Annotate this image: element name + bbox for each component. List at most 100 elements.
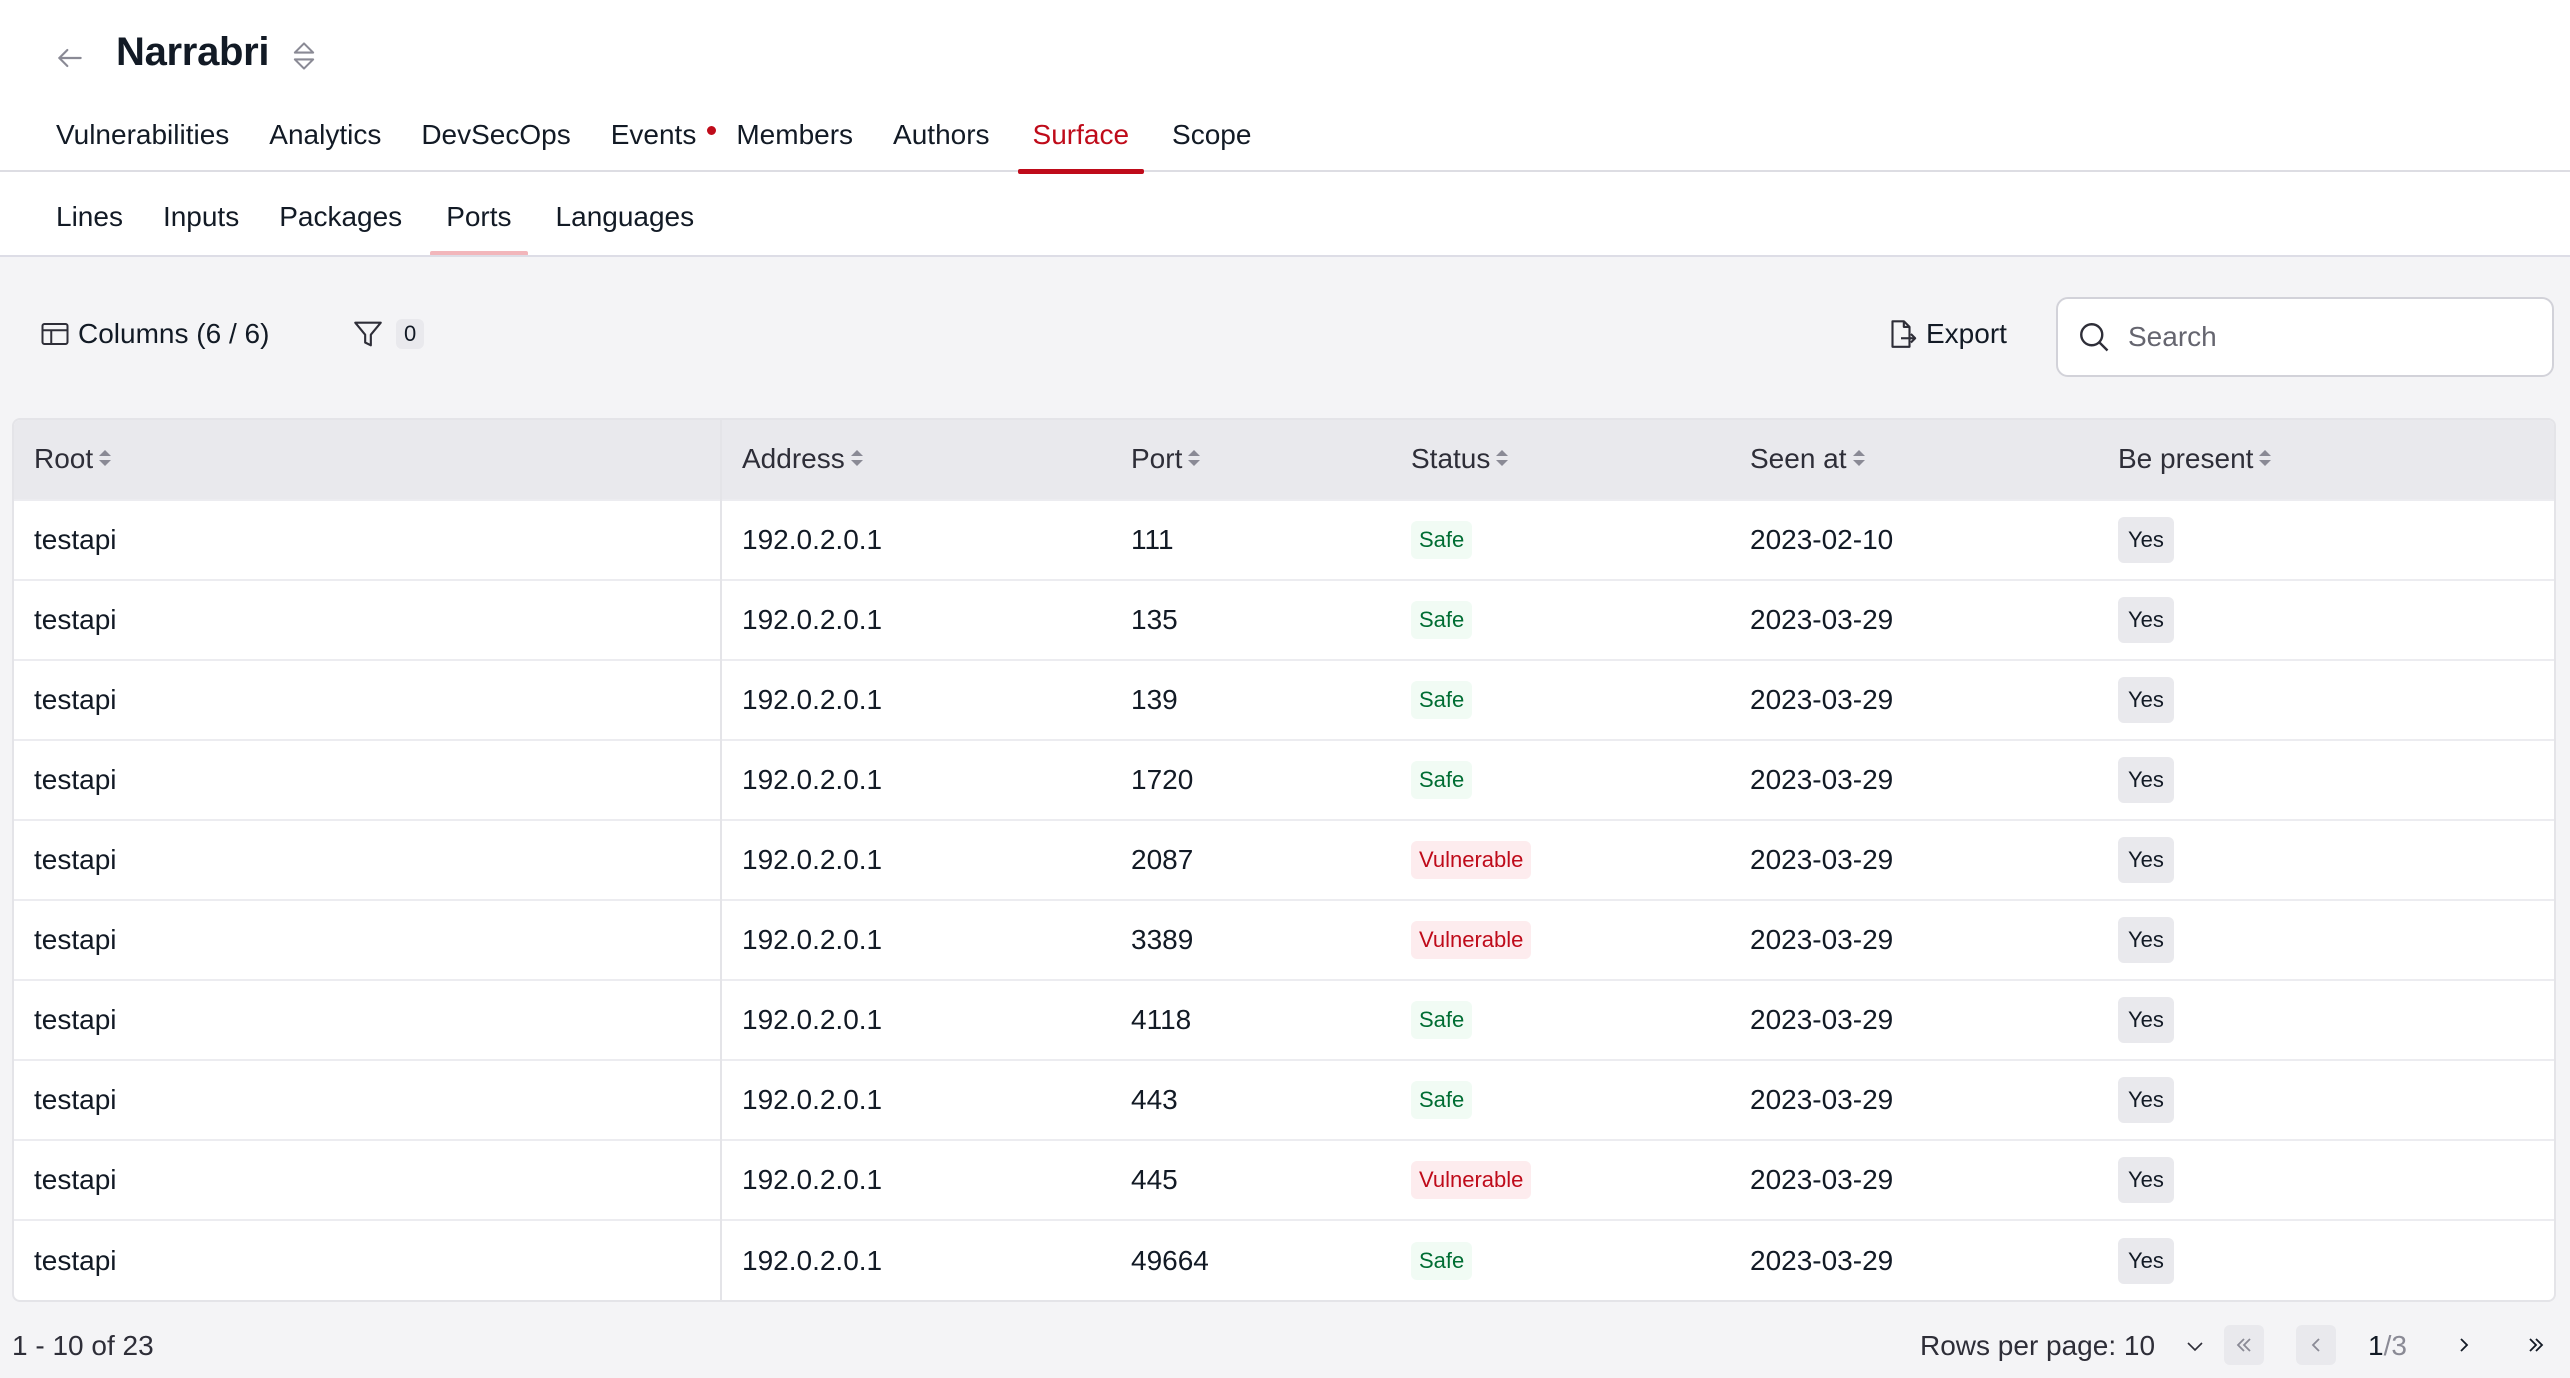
- table-row[interactable]: testapi 192.0.2.0.1 111 Safe 2023-02-10 Yes: [14, 500, 2556, 580]
- table-row[interactable]: testapi 192.0.2.0.1 1720 Safe 2023-03-29 Yes: [14, 740, 2556, 820]
- export-button[interactable]: Export: [1884, 309, 2007, 359]
- rows-per-page-select[interactable]: Rows per page: 10: [1920, 1330, 2207, 1362]
- last-page-button[interactable]: [2516, 1325, 2556, 1365]
- columns-button[interactable]: Columns (6 / 6): [40, 309, 269, 359]
- cell-root: testapi: [14, 980, 721, 1060]
- cell-status: Safe: [1391, 1060, 1730, 1140]
- col-header-port[interactable]: Port: [1111, 420, 1391, 500]
- cell-status: Safe: [1391, 500, 1730, 580]
- current-page: 1: [2368, 1330, 2384, 1361]
- status-badge: Safe: [1411, 521, 1472, 559]
- cell-seen-at: 2023-03-29: [1730, 1140, 2098, 1220]
- back-button[interactable]: [50, 38, 90, 78]
- subtab-lines[interactable]: Lines: [44, 174, 135, 256]
- tab-events[interactable]: Events: [599, 112, 719, 172]
- be-present-badge: Yes: [2118, 837, 2174, 883]
- col-header-seen-at[interactable]: Seen at: [1730, 420, 2098, 500]
- sub-tabs: Lines Inputs Packages Ports Languages: [44, 174, 722, 256]
- tab-members[interactable]: Members: [724, 112, 865, 172]
- filter-button[interactable]: 0: [350, 309, 424, 359]
- file-export-icon: [1884, 317, 1918, 351]
- tab-surface[interactable]: Surface: [1018, 112, 1145, 172]
- col-header-status[interactable]: Status: [1391, 420, 1730, 500]
- cell-status: Vulnerable: [1391, 900, 1730, 980]
- rows-per-page-label: Rows per page: 10: [1920, 1330, 2155, 1362]
- cell-status: Safe: [1391, 980, 1730, 1060]
- cell-port: 443: [1111, 1060, 1391, 1140]
- sort-icon: [849, 444, 865, 476]
- page-title: Narrabri: [116, 30, 269, 75]
- search-box[interactable]: [2056, 297, 2554, 377]
- cell-be-present: Yes: [2098, 980, 2556, 1060]
- cell-address: 192.0.2.0.1: [721, 740, 1111, 820]
- status-badge: Safe: [1411, 761, 1472, 799]
- chevron-left-icon: [2304, 1333, 2328, 1357]
- cell-root: testapi: [14, 740, 721, 820]
- cell-root: testapi: [14, 660, 721, 740]
- cell-address: 192.0.2.0.1: [721, 980, 1111, 1060]
- cell-root: testapi: [14, 580, 721, 660]
- previous-page-button[interactable]: [2296, 1325, 2336, 1365]
- tab-authors[interactable]: Authors: [881, 112, 1002, 172]
- first-page-button[interactable]: [2224, 1325, 2264, 1365]
- sort-icon: [97, 444, 113, 476]
- cell-be-present: Yes: [2098, 820, 2556, 900]
- col-header-be-present[interactable]: Be present: [2098, 420, 2556, 500]
- cell-status: Vulnerable: [1391, 1140, 1730, 1220]
- sort-icon: [2257, 444, 2273, 476]
- table-row[interactable]: testapi 192.0.2.0.1 135 Safe 2023-03-29 Yes: [14, 580, 2556, 660]
- ports-table: Root Address Port Status Seen at Be pres…: [12, 418, 2556, 1302]
- chevrons-left-icon: [2232, 1333, 2256, 1357]
- tab-devsecops[interactable]: DevSecOps: [409, 112, 582, 172]
- ports-content: Columns (6 / 6) 0 Export Root Address Po…: [0, 257, 2570, 1378]
- columns-label: Columns (6 / 6): [78, 318, 269, 350]
- status-badge: Safe: [1411, 1001, 1472, 1039]
- col-header-address[interactable]: Address: [721, 420, 1111, 500]
- be-present-badge: Yes: [2118, 1238, 2174, 1284]
- status-badge: Safe: [1411, 681, 1472, 719]
- cell-be-present: Yes: [2098, 580, 2556, 660]
- group-switch-button[interactable]: [290, 40, 322, 74]
- search-input[interactable]: [2128, 321, 2528, 353]
- filter-count: 0: [396, 319, 424, 349]
- table-row[interactable]: testapi 192.0.2.0.1 445 Vulnerable 2023-03-2…: [14, 1140, 2556, 1220]
- table-row[interactable]: testapi 192.0.2.0.1 139 Safe 2023-03-29 Yes: [14, 660, 2556, 740]
- subtab-languages[interactable]: Languages: [544, 174, 707, 256]
- chevrons-right-icon: [2524, 1333, 2548, 1357]
- cell-status: Safe: [1391, 580, 1730, 660]
- cell-seen-at: 2023-02-10: [1730, 500, 2098, 580]
- sort-icon: [1186, 444, 1202, 476]
- table-row[interactable]: testapi 192.0.2.0.1 3389 Vulnerable 2023-03-…: [14, 900, 2556, 980]
- status-badge: Vulnerable: [1411, 841, 1531, 879]
- search-icon: [2076, 319, 2112, 355]
- be-present-badge: Yes: [2118, 597, 2174, 643]
- sort-icon: [1851, 444, 1867, 476]
- tab-scope[interactable]: Scope: [1160, 112, 1263, 172]
- cell-status: Safe: [1391, 740, 1730, 820]
- filter-icon: [350, 317, 386, 351]
- col-header-label: Port: [1131, 443, 1182, 474]
- cell-address: 192.0.2.0.1: [721, 580, 1111, 660]
- tab-analytics[interactable]: Analytics: [257, 112, 393, 172]
- subtab-ports[interactable]: Ports: [430, 174, 527, 256]
- cell-be-present: Yes: [2098, 900, 2556, 980]
- cell-port: 49664: [1111, 1220, 1391, 1300]
- cell-address: 192.0.2.0.1: [721, 1140, 1111, 1220]
- status-badge: Vulnerable: [1411, 921, 1531, 959]
- total-pages: /3: [2384, 1330, 2407, 1361]
- subtab-packages[interactable]: Packages: [267, 174, 414, 256]
- tab-vulnerabilities[interactable]: Vulnerabilities: [44, 112, 241, 172]
- main-tabs: Vulnerabilities Analytics DevSecOps Even…: [44, 112, 1279, 172]
- col-header-root[interactable]: Root: [14, 420, 721, 500]
- export-label: Export: [1926, 318, 2007, 350]
- cell-seen-at: 2023-03-29: [1730, 820, 2098, 900]
- table-row[interactable]: testapi 192.0.2.0.1 49664 Safe 2023-03-29 Yes: [14, 1220, 2556, 1300]
- subtab-inputs[interactable]: Inputs: [151, 174, 251, 256]
- cell-address: 192.0.2.0.1: [721, 820, 1111, 900]
- table-row[interactable]: testapi 192.0.2.0.1 4118 Safe 2023-03-29 Yes: [14, 980, 2556, 1060]
- table-row[interactable]: testapi 192.0.2.0.1 443 Safe 2023-03-29 Yes: [14, 1060, 2556, 1140]
- next-page-button[interactable]: [2444, 1325, 2484, 1365]
- table-row[interactable]: testapi 192.0.2.0.1 2087 Vulnerable 2023-03-…: [14, 820, 2556, 900]
- cell-seen-at: 2023-03-29: [1730, 660, 2098, 740]
- cell-port: 3389: [1111, 900, 1391, 980]
